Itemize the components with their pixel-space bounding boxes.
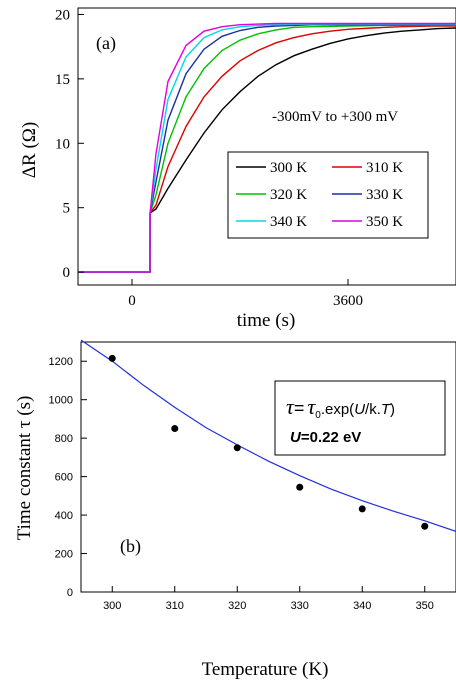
plot-frame-a xyxy=(77,7,456,286)
y-tick-label-a: 15 xyxy=(55,72,70,88)
x-tick-label-b: 350 xyxy=(416,600,434,612)
formula-box: τ= τ0.exp(U/k.T) U=0.22 eV xyxy=(274,380,446,456)
series-line-350k xyxy=(78,22,456,273)
data-point xyxy=(358,505,366,513)
u-label: U xyxy=(290,429,302,446)
y-tick-label-b: 800 xyxy=(55,433,73,445)
formula-kt: /k. xyxy=(365,401,381,418)
data-point xyxy=(171,425,179,433)
y-tick-label-a: 5 xyxy=(63,201,71,217)
data-point xyxy=(108,354,116,362)
panel-label-b: (b) xyxy=(120,536,141,557)
legend-label: 310 K xyxy=(366,160,403,176)
fit-curve xyxy=(80,339,456,532)
y-tick-label-a: 10 xyxy=(55,136,70,152)
data-point xyxy=(421,522,429,530)
y-tick-label-b: 400 xyxy=(55,510,73,522)
y-axis-label-b: Time constant τ (s) xyxy=(14,396,35,541)
formula-frame xyxy=(274,380,446,456)
panel-b: 0 200 400 600 800 1000 1200 300 310 320 330 340 350… xyxy=(14,339,456,680)
annotation-a: -300mV to +300 mV xyxy=(272,109,398,125)
legend-label: 320 K xyxy=(270,187,307,203)
x-axis-label-a: time (s) xyxy=(237,310,296,331)
x-tick-label-b: 310 xyxy=(166,600,184,612)
y-tick-label-b: 200 xyxy=(55,549,73,561)
legend-label: 300 K xyxy=(270,160,307,176)
y-tick-label-a: 0 xyxy=(63,265,71,281)
data-point xyxy=(233,444,241,452)
y-tick-label-b: 1200 xyxy=(49,356,73,368)
y-tick-label-b: 600 xyxy=(55,472,73,484)
panel-label-a: (a) xyxy=(96,33,116,54)
formula-tau: τ xyxy=(286,394,295,419)
legend-a: 300 K 310 K 320 K 330 K 340 K 350 K xyxy=(227,151,429,239)
plot-frame-b xyxy=(80,341,456,593)
formula-t: T xyxy=(381,401,392,418)
formula-text: τ= τ0.exp(U/k.T) xyxy=(286,394,395,421)
u-value-text: U=0.22 eV xyxy=(290,429,361,446)
formula-close: ) xyxy=(390,401,395,418)
x-tick-label-b: 330 xyxy=(291,600,309,612)
formula-tau0: τ xyxy=(307,394,316,419)
data-point xyxy=(296,483,304,491)
x-tick-label-b: 300 xyxy=(103,600,121,612)
x-axis-label-b: Temperature (K) xyxy=(202,659,329,680)
series-line-320k xyxy=(78,24,456,273)
x-tick-label-b: 340 xyxy=(353,600,371,612)
panel-a: 0 5 10 15 20 0 3600 (a) -300mV to +300 mV tim… xyxy=(19,7,456,331)
formula-eq: = xyxy=(294,398,305,418)
x-tick-label-b: 320 xyxy=(228,600,246,612)
y-tick-label-b: 0 xyxy=(67,587,73,599)
y-tick-label-a: 20 xyxy=(55,7,70,23)
x-tick-label-a: 0 xyxy=(128,293,136,309)
y-axis-label-a: ΔR (Ω) xyxy=(19,122,40,178)
formula-sub: 0 xyxy=(315,410,321,421)
formula-u: U xyxy=(354,401,365,418)
u-value: =0.22 eV xyxy=(301,429,361,446)
x-tick-label-a: 3600 xyxy=(333,293,363,309)
series-line-310k xyxy=(78,25,456,273)
legend-label: 350 K xyxy=(366,214,403,230)
legend-label: 340 K xyxy=(270,214,307,230)
series-line-300k xyxy=(78,27,456,273)
formula-rest: .exp( xyxy=(321,401,354,418)
y-tick-label-b: 1000 xyxy=(49,395,73,407)
legend-label: 330 K xyxy=(366,187,403,203)
